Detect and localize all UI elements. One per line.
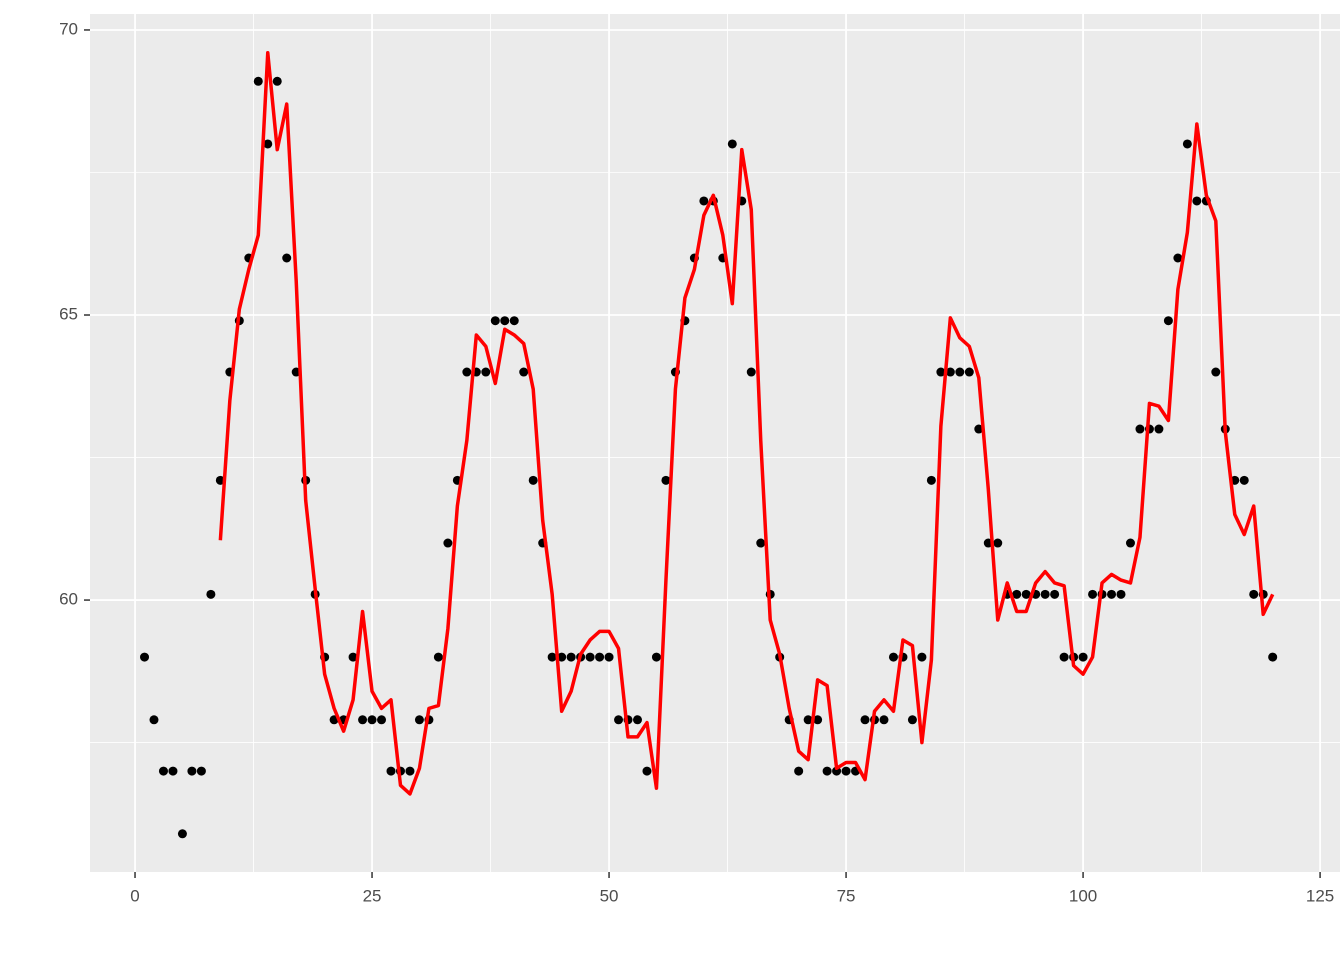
point (888, 652, 898, 662)
point (433, 652, 443, 662)
point (794, 766, 804, 776)
point (699, 196, 709, 206)
point (1088, 589, 1098, 599)
point (414, 715, 424, 725)
point (632, 715, 642, 725)
point (272, 76, 282, 86)
point (822, 766, 832, 776)
point (1116, 589, 1126, 599)
point (746, 367, 756, 377)
point (642, 766, 652, 776)
point (358, 715, 368, 725)
point (661, 475, 671, 485)
point (727, 139, 737, 149)
point (377, 715, 387, 725)
point (1078, 652, 1088, 662)
point (1125, 538, 1135, 548)
point (907, 715, 917, 725)
point (917, 652, 927, 662)
point (566, 652, 576, 662)
point (1182, 139, 1192, 149)
x-tick-label: 100 (1069, 886, 1097, 905)
point (519, 367, 529, 377)
y-tick-label: 70 (59, 19, 78, 38)
line (218, 51, 1275, 796)
point (936, 367, 946, 377)
x-tick-label: 75 (837, 886, 856, 905)
point (263, 139, 273, 149)
point (158, 766, 168, 776)
point (614, 715, 624, 725)
x-tick-label: 25 (363, 886, 382, 905)
point (1059, 652, 1069, 662)
point (1173, 253, 1183, 263)
point (405, 766, 415, 776)
point (926, 475, 936, 485)
point (1239, 475, 1249, 485)
point (1192, 196, 1202, 206)
point (1107, 589, 1117, 599)
point (1012, 589, 1022, 599)
point (500, 316, 510, 326)
point (348, 652, 358, 662)
point (595, 652, 605, 662)
point (140, 652, 150, 662)
point (1040, 589, 1050, 599)
point (651, 652, 661, 662)
point (756, 538, 766, 548)
point (974, 424, 984, 434)
point (860, 715, 870, 725)
point (1154, 424, 1164, 434)
point (1163, 316, 1173, 326)
point (528, 475, 538, 485)
point (993, 538, 1003, 548)
point (547, 652, 557, 662)
plot-panel (90, 14, 1340, 872)
point (253, 76, 263, 86)
point (955, 367, 965, 377)
point (1249, 589, 1259, 599)
point (557, 652, 567, 662)
point (386, 766, 396, 776)
y-tick-label: 65 (59, 304, 78, 323)
point (1211, 367, 1221, 377)
point (462, 367, 472, 377)
point (1050, 589, 1060, 599)
point (443, 538, 453, 548)
point (964, 367, 974, 377)
point (945, 367, 955, 377)
x-tick-label: 0 (130, 886, 139, 905)
point (813, 715, 823, 725)
x-tick-label: 50 (600, 886, 619, 905)
point (481, 367, 491, 377)
x-tick-label: 125 (1306, 886, 1334, 905)
point (803, 715, 813, 725)
point (177, 829, 187, 839)
point (206, 589, 216, 599)
point (168, 766, 178, 776)
point (1021, 589, 1031, 599)
point (604, 652, 614, 662)
point (149, 715, 159, 725)
point (490, 316, 500, 326)
point (187, 766, 197, 776)
point (1135, 424, 1145, 434)
point (282, 253, 292, 263)
point (585, 652, 595, 662)
point (196, 766, 206, 776)
point (879, 715, 889, 725)
y-tick-label: 60 (59, 590, 78, 609)
point (367, 715, 377, 725)
point (841, 766, 851, 776)
point (1268, 652, 1278, 662)
point (509, 316, 519, 326)
